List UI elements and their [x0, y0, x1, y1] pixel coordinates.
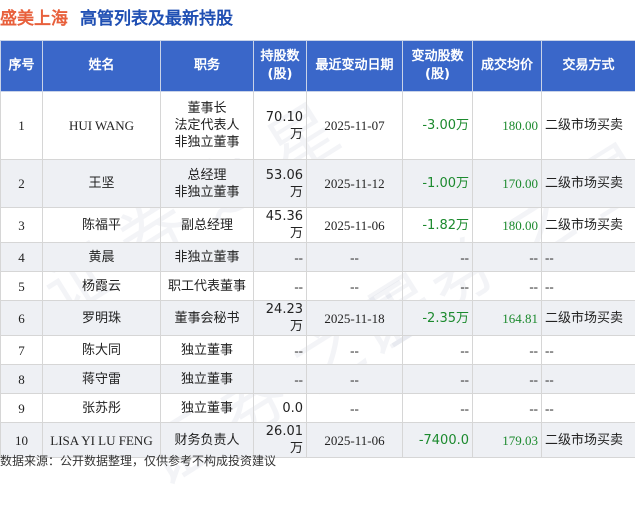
company-name: 盛美上海 [0, 4, 68, 29]
cell-position: 职工代表董事 [161, 272, 254, 301]
cell-date: 2025-11-06 [307, 208, 403, 243]
cell-method: 二级市场买卖 [542, 208, 635, 243]
cell-shares: 45.36万 [254, 208, 307, 243]
cell-name: 蒋守雷 [43, 365, 161, 394]
cell-price: -- [473, 365, 542, 394]
cell-shares: 0.0 [254, 394, 307, 423]
cell-date: 2025-11-12 [307, 160, 403, 208]
cell-no: 1 [1, 92, 43, 160]
cell-method: -- [542, 272, 635, 301]
cell-date: 2025-11-18 [307, 301, 403, 336]
cell-shares: 70.10万 [254, 92, 307, 160]
header-col-shares: 持股数 (股) [254, 41, 307, 92]
cell-change: -1.82万 [403, 208, 473, 243]
cell-price: 180.00 [473, 92, 542, 160]
cell-position: 非独立董事 [161, 243, 254, 272]
cell-position: 独立董事 [161, 365, 254, 394]
cell-position: 独立董事 [161, 394, 254, 423]
cell-change: -3.00万 [403, 92, 473, 160]
cell-date: -- [307, 394, 403, 423]
cell-price: 164.81 [473, 301, 542, 336]
cell-no: 5 [1, 272, 43, 301]
header-col-position: 职务 [161, 41, 254, 92]
page-title: 高管列表及最新持股 [80, 4, 233, 29]
cell-position: 董事长 法定代表人 非独立董事 [161, 92, 254, 160]
cell-change: -7400.0 [403, 423, 473, 458]
header-col-price: 成交均价 [473, 41, 542, 92]
cell-no: 3 [1, 208, 43, 243]
cell-name: 杨霞云 [43, 272, 161, 301]
cell-date: -- [307, 272, 403, 301]
cell-price: 180.00 [473, 208, 542, 243]
cell-change: -1.00万 [403, 160, 473, 208]
cell-date: -- [307, 336, 403, 365]
cell-shares: -- [254, 365, 307, 394]
cell-price: -- [473, 336, 542, 365]
cell-change: -- [403, 272, 473, 301]
cell-date: -- [307, 365, 403, 394]
cell-method: 二级市场买卖 [542, 92, 635, 160]
cell-position: 独立董事 [161, 336, 254, 365]
cell-method: 二级市场买卖 [542, 301, 635, 336]
cell-change: -- [403, 243, 473, 272]
cell-method: -- [542, 243, 635, 272]
cell-name: HUI WANG [43, 92, 161, 160]
cell-shares: -- [254, 243, 307, 272]
cell-change: -- [403, 394, 473, 423]
header-col-date: 最近变动日期 [307, 41, 403, 92]
cell-no: 7 [1, 336, 43, 365]
cell-date: -- [307, 243, 403, 272]
cell-method: -- [542, 394, 635, 423]
cell-change: -2.35万 [403, 301, 473, 336]
cell-position: 总经理 非独立董事 [161, 160, 254, 208]
cell-price: -- [473, 272, 542, 301]
header-col-change: 变动股数 (股) [403, 41, 473, 92]
cell-method: 二级市场买卖 [542, 423, 635, 458]
cell-method: -- [542, 365, 635, 394]
cell-price: 179.03 [473, 423, 542, 458]
cell-name: 罗明珠 [43, 301, 161, 336]
cell-shares: 53.06万 [254, 160, 307, 208]
cell-no: 2 [1, 160, 43, 208]
cell-shares: 24.23万 [254, 301, 307, 336]
cell-price: -- [473, 394, 542, 423]
cell-price: 170.00 [473, 160, 542, 208]
table-header-row: 序号姓名职务持股数 (股)最近变动日期变动股数 (股)成交均价交易方式 [1, 41, 635, 92]
cell-name: 黄晨 [43, 243, 161, 272]
cell-name: 陈大同 [43, 336, 161, 365]
cell-no: 6 [1, 301, 43, 336]
cell-shares: -- [254, 272, 307, 301]
cell-no: 8 [1, 365, 43, 394]
header-col-name: 姓名 [43, 41, 161, 92]
data-source-note: 数据来源：公开数据整理，仅供参考不构成投资建议 [0, 452, 276, 469]
cell-name: 陈福平 [43, 208, 161, 243]
cell-change: -- [403, 336, 473, 365]
cell-position: 副总经理 [161, 208, 254, 243]
cell-name: 张苏彤 [43, 394, 161, 423]
cell-date: 2025-11-07 [307, 92, 403, 160]
cell-shares: -- [254, 336, 307, 365]
cell-price: -- [473, 243, 542, 272]
header-col-method: 交易方式 [542, 41, 635, 92]
title-row: 盛美上海 高管列表及最新持股 [0, 0, 635, 32]
cell-position: 董事会秘书 [161, 301, 254, 336]
cell-method: 二级市场买卖 [542, 160, 635, 208]
header-col-no: 序号 [1, 41, 43, 92]
cell-date: 2025-11-06 [307, 423, 403, 458]
cell-method: -- [542, 336, 635, 365]
cell-change: -- [403, 365, 473, 394]
cell-name: 王坚 [43, 160, 161, 208]
cell-no: 4 [1, 243, 43, 272]
cell-no: 9 [1, 394, 43, 423]
